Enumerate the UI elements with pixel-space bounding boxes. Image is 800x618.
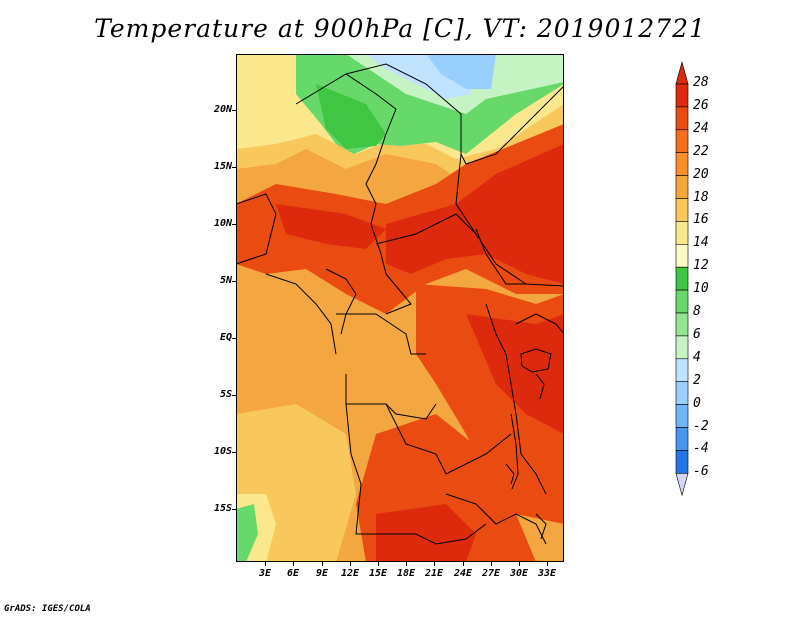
lon-tick — [378, 562, 379, 566]
lon-label: 27E — [481, 568, 501, 579]
colorbar-swatch — [675, 83, 689, 108]
colorbar-swatch — [675, 266, 689, 291]
lon-tick — [406, 562, 407, 566]
lat-tick — [232, 452, 236, 453]
footer-credit: GrADS: IGES/COLA — [4, 604, 91, 614]
colorbar-swatch — [675, 221, 689, 245]
lat-tick — [232, 509, 236, 510]
lon-label: 15E — [368, 568, 388, 579]
lat-tick — [232, 110, 236, 111]
field-red-south — [376, 504, 476, 562]
temperature-map — [236, 54, 564, 562]
lon-label: 30E — [509, 568, 529, 579]
lat-label: EQ — [219, 332, 232, 343]
lon-tick — [491, 562, 492, 566]
colorbar — [675, 60, 689, 497]
colorbar-label: 8 — [693, 304, 701, 319]
colorbar-label: -2 — [693, 418, 709, 434]
field-red-east-mid — [466, 314, 564, 434]
colorbar-swatch — [675, 289, 689, 314]
lat-tick — [232, 224, 236, 225]
lon-label: 3E — [258, 568, 272, 579]
colorbar-swatch — [675, 358, 689, 382]
colorbar-label: 4 — [693, 349, 701, 365]
lon-tick — [519, 562, 520, 566]
lat-label: 15S — [213, 503, 232, 514]
lat-tick — [232, 167, 236, 168]
colorbar-label: 0 — [693, 395, 701, 411]
colorbar-label: 20 — [693, 166, 709, 182]
lat-label: 5S — [219, 389, 232, 400]
colorbar-label: 16 — [693, 212, 709, 228]
lon-label: 21E — [424, 568, 444, 579]
chart-title: Temperature at 900hPa [C], VT: 201901272… — [94, 14, 706, 43]
colorbar-label: 18 — [693, 189, 709, 205]
colorbar-label: 10 — [693, 281, 709, 297]
lon-label: 6E — [286, 568, 300, 579]
colorbar-label: 14 — [693, 235, 709, 251]
field-red-west — [276, 204, 386, 249]
lakes — [505, 348, 552, 540]
lon-label: 24E — [453, 568, 473, 579]
lon-tick — [293, 562, 294, 566]
lon-tick — [350, 562, 351, 566]
lon-label: 9E — [315, 568, 329, 579]
colorbar-swatch — [675, 198, 689, 222]
field-green-dark — [316, 84, 386, 149]
colorbar-swatch — [675, 404, 689, 428]
colorbar-swatch — [675, 381, 689, 405]
colorbar-label: 28 — [693, 75, 709, 90]
country-borders — [236, 63, 564, 545]
lat-tick — [232, 338, 236, 339]
colorbar-swatch — [675, 450, 689, 474]
lat-label: 5N — [219, 275, 232, 286]
lon-label: 18E — [396, 568, 416, 579]
colorbar-swatch — [675, 312, 689, 337]
colorbar-swatch — [675, 129, 689, 154]
colorbar-top-arrow — [675, 60, 689, 85]
field-orange-red — [236, 124, 564, 314]
colorbar-swatch — [675, 335, 689, 360]
field-green-south — [236, 504, 258, 562]
colorbar-label: 24 — [693, 120, 709, 136]
colorbar-bottom-arrow — [675, 472, 689, 497]
lon-tick — [434, 562, 435, 566]
colorbar-label: 6 — [693, 326, 701, 342]
lat-label: 10N — [213, 218, 232, 229]
lat-label: 20N — [213, 104, 232, 115]
lon-tick — [547, 562, 548, 566]
colorbar-label: 12 — [693, 258, 709, 274]
colorbar-label: 26 — [693, 97, 709, 113]
lon-label: 12E — [340, 568, 360, 579]
colorbar-swatch — [675, 427, 689, 451]
colorbar-swatch — [675, 244, 689, 268]
colorbar-label: -4 — [693, 441, 709, 457]
colorbar-swatch — [675, 106, 689, 131]
colorbar-swatch — [675, 152, 689, 176]
lon-label: 33E — [537, 568, 557, 579]
lon-tick — [463, 562, 464, 566]
lat-label: 15N — [213, 161, 232, 172]
lat-tick — [232, 281, 236, 282]
colorbar-label: 2 — [693, 372, 701, 388]
colorbar-label: 22 — [693, 143, 709, 159]
colorbar-label: -6 — [693, 464, 709, 480]
lon-tick — [265, 562, 266, 566]
lon-tick — [322, 562, 323, 566]
field-blue — [426, 54, 496, 89]
lat-label: 10S — [213, 446, 232, 457]
colorbar-swatch — [675, 175, 689, 199]
lat-tick — [232, 395, 236, 396]
field-red-east — [386, 144, 564, 284]
